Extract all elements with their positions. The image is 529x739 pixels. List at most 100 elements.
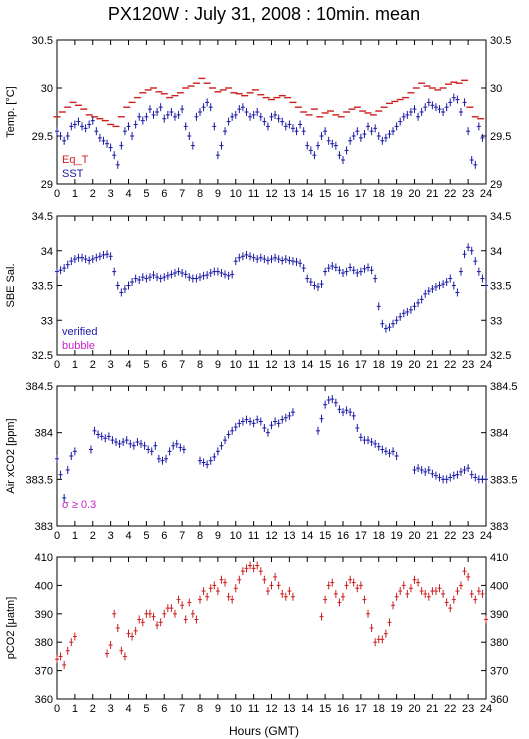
panel-2-air-xco2-point — [326, 396, 331, 404]
panel-1-ytick-label-right: 33 — [490, 315, 502, 327]
panel-3-ytick-label-right: 380 — [490, 637, 508, 649]
panel-2-xtick-label: 5 — [143, 530, 149, 542]
panel-2-air-xco2-point — [369, 438, 374, 446]
panel-0-ytick-label-left: 30 — [41, 83, 53, 95]
panel-3-pco2-point — [187, 598, 192, 607]
panel-0-sst-point — [373, 124, 378, 133]
panel-1-verified-point — [262, 255, 267, 264]
panel-3-pco2-point — [376, 635, 381, 644]
panel-0-sst-point — [133, 120, 138, 129]
panel-3-pco2-point — [441, 589, 446, 598]
panel-3-xtick-label: 3 — [108, 703, 114, 715]
panel-2-air-xco2-point — [198, 456, 202, 465]
panel-1-verified-point — [187, 273, 192, 282]
panel-1-verified-point — [215, 267, 220, 276]
panel-1-verified-point — [466, 243, 471, 252]
panel-0-sst-point — [355, 127, 360, 136]
panel-3-pco2-point — [437, 584, 442, 593]
panel-1-verified-point — [62, 264, 67, 273]
panel-1-xtick-label: 8 — [197, 359, 203, 371]
panel-1-verified-point — [248, 252, 253, 261]
panel-3-pco2-point — [244, 564, 249, 573]
panel-2-air-xco2-point — [69, 452, 74, 460]
panel-3-pco2-point — [323, 595, 328, 604]
panel-1-verified-point — [480, 274, 485, 283]
panel-0-sst-point — [119, 141, 124, 150]
panel-2-air-xco2-point — [451, 471, 456, 480]
panel-0-sst-point — [369, 127, 374, 136]
panel-1-xtick-label: 1 — [72, 359, 78, 371]
panel-2-air-xco2-point — [476, 475, 481, 484]
panel-1-verified-point — [341, 268, 345, 277]
panel-0-sst-point — [130, 132, 135, 140]
panel-3-pco2-point — [369, 624, 374, 632]
panel-3-pco2-point — [473, 595, 478, 604]
panel-3-pco2-point — [240, 567, 245, 576]
panel-0-sst-point — [205, 98, 210, 107]
panel-0-sst-point — [105, 139, 110, 148]
panel-1-verified-point — [423, 289, 428, 298]
panel-1-verified-point — [180, 268, 185, 277]
panel-2-air-xco2-point — [215, 447, 220, 456]
panel-3-pco2-point — [144, 609, 149, 618]
panel-1-xtick-label: 23 — [462, 359, 474, 371]
panel-1-verified-point — [205, 271, 210, 280]
panel-0-xtick-label: 12 — [265, 188, 277, 200]
panel-2-air-xco2-point — [244, 415, 249, 424]
panel-3-xtick-label: 14 — [301, 703, 313, 715]
panel-3-pco2-point — [344, 581, 349, 590]
panel-3-pco2-point — [355, 584, 360, 593]
panel-0-xtick-label: 14 — [301, 188, 313, 200]
panel-3-xtick-label: 19 — [391, 703, 403, 715]
panel-3-pco2-point — [348, 575, 353, 584]
panel-0-sst-point — [419, 108, 424, 116]
panel-0-sst-point — [248, 112, 253, 121]
panel-0-sst-point — [158, 103, 163, 112]
panel-3-ytick-label-right: 410 — [490, 552, 508, 564]
x-axis-label: Hours (GMT) — [229, 724, 299, 738]
panel-3-pco2-point — [265, 587, 270, 596]
panel-0-xtick-label: 21 — [426, 188, 438, 200]
panel-1-xtick-label: 13 — [283, 359, 295, 371]
panel-0-sst-point — [83, 124, 88, 133]
panel-0-sst-point — [165, 110, 170, 119]
panel-3-pco2-point — [223, 578, 228, 587]
panel-2-air-xco2-point — [106, 432, 111, 441]
panel-2-air-xco2-point — [160, 456, 165, 465]
panel-2-air-xco2-point — [469, 470, 474, 479]
panel-1-ytick-label-left: 32.5 — [32, 350, 53, 362]
panel-0-sst-point — [448, 98, 453, 107]
panel-2-air-xco2-point — [208, 456, 213, 465]
panel-1-verified-point — [330, 262, 335, 271]
panel-0-sst-point — [162, 114, 167, 123]
panel-2-air-xco2-point — [276, 419, 281, 428]
panel-1-verified-point — [122, 284, 127, 293]
panel-3-pco2-point — [462, 567, 467, 576]
panel-1-verified-point — [412, 302, 417, 311]
panel-1-verified-point — [258, 253, 263, 262]
panel-3-pco2-point — [198, 595, 202, 604]
panel-2-air-xco2-point — [416, 464, 421, 473]
panel-3-xtick-label: 15 — [319, 703, 331, 715]
panel-2-air-xco2-point — [149, 447, 154, 456]
panel-0-sst-point — [280, 117, 285, 126]
panel-0-sst-point — [337, 151, 342, 160]
panel-1-verified-point — [112, 267, 117, 276]
panel-2-air-xco2-point — [128, 439, 133, 448]
panel-3-pco2-point — [398, 587, 403, 596]
panel-3-pco2-point — [405, 589, 410, 598]
panel-1-xtick-label: 9 — [215, 359, 221, 371]
panel-0-ytick-label-right: 29 — [490, 179, 502, 191]
panel-3-pco2-point — [155, 621, 160, 630]
panel-1-verified-point — [208, 268, 213, 277]
panel-0-sst-point — [212, 122, 217, 131]
panel-2-xtick-label: 10 — [230, 530, 242, 542]
panel-3-xtick-label: 8 — [197, 703, 203, 715]
panel-3-pco2-point — [205, 592, 210, 601]
panel-2-xtick-label: 1 — [72, 530, 78, 542]
panel-2-air-xco2-point — [448, 473, 453, 482]
panel-1-verified-point — [69, 257, 74, 266]
panel-3-pco2-point — [208, 584, 213, 593]
panel-1-xtick-label: 18 — [373, 359, 385, 371]
panel-3-xtick-label: 7 — [179, 703, 185, 715]
